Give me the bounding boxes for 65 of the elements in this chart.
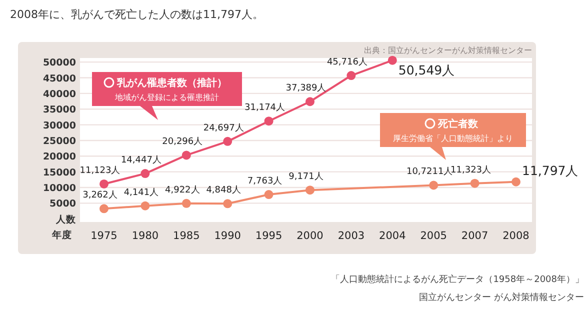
x-axis-title: 年度 xyxy=(51,229,72,241)
data-label: 31,174人 xyxy=(244,102,286,114)
point xyxy=(264,190,274,200)
point xyxy=(470,178,480,188)
data-label: 7,763人 xyxy=(247,176,282,187)
data-label: 4,848人 xyxy=(206,184,241,196)
data-label: 4,141人 xyxy=(124,186,159,198)
x-tick-label: 1995 xyxy=(255,230,282,242)
point xyxy=(182,150,191,160)
data-label: 20,296人 xyxy=(162,136,203,148)
point xyxy=(100,179,108,188)
y-tick-label: 35000 xyxy=(42,104,76,116)
point xyxy=(388,56,397,65)
data-label: 14,447人 xyxy=(120,154,162,166)
data-label: 11,797人 xyxy=(522,162,579,178)
y-tick-label: 5000 xyxy=(50,198,76,210)
x-tick-label: 2004 xyxy=(379,230,406,242)
text: 国立がんセンター がん対策情報センター xyxy=(419,292,584,303)
source-note: 出典：国立がんセンターがん対策情報センター xyxy=(364,46,532,55)
x-tick-label: 1980 xyxy=(132,230,159,242)
y-tick-label: 40000 xyxy=(42,88,76,100)
data-label: 10,7211人 xyxy=(406,166,453,178)
legend-label: 乳がん罹患者数（推計） xyxy=(116,77,227,89)
text: 「人口動態統計によるがん死亡データ（1958年～2008年）」 xyxy=(331,274,584,285)
point xyxy=(140,201,150,210)
point xyxy=(429,180,438,190)
annotation: 厚生労働省「人口動態統計」より xyxy=(393,134,513,143)
point xyxy=(140,169,150,178)
y-tick-label: 人数 xyxy=(55,213,77,226)
point xyxy=(264,116,274,126)
data-label: 3,262人 xyxy=(82,190,118,201)
point xyxy=(306,186,314,195)
data-label: 37,389人 xyxy=(286,82,326,94)
data-label: 11,323人 xyxy=(450,164,492,176)
point xyxy=(223,136,232,146)
data-label: 4,922人 xyxy=(165,184,200,196)
point xyxy=(223,199,232,208)
y-tick-label: 30000 xyxy=(42,120,76,132)
data-label: 24,697人 xyxy=(203,122,244,134)
y-tick-label: 15000 xyxy=(42,167,76,178)
x-tick-label: 1975 xyxy=(90,230,118,242)
point xyxy=(100,204,108,214)
x-tick-label: 2003 xyxy=(338,230,365,242)
data-label: 9,171人 xyxy=(288,171,324,182)
x-tick-label: 1990 xyxy=(214,230,241,242)
point xyxy=(182,198,191,208)
x-tick-label: 1985 xyxy=(173,230,200,242)
legend-label: 死亡者数 xyxy=(437,118,479,130)
annotation: 地域がん登録による罹患推計 xyxy=(114,93,219,102)
y-tick-label: 45000 xyxy=(42,73,76,84)
y-tick-label: 50000 xyxy=(42,58,76,69)
point xyxy=(346,71,356,80)
x-tick-label: 2007 xyxy=(461,230,488,242)
y-tick-label: 10000 xyxy=(42,183,76,194)
y-tick-label: 25000 xyxy=(42,136,76,147)
x-tick-label: 2008 xyxy=(502,230,530,242)
x-tick-label: 2000 xyxy=(296,230,324,242)
data-label: 45,716人 xyxy=(326,56,368,68)
point xyxy=(512,177,520,186)
data-label: 50,549人 xyxy=(398,62,456,78)
chart-title: 2008年に、乳がんで死亡した人の数は11,797人。 xyxy=(10,8,264,21)
data-label: 11,123人 xyxy=(80,164,120,176)
point xyxy=(306,97,314,106)
y-tick-label: 20000 xyxy=(42,152,76,163)
x-tick-label: 2005 xyxy=(420,230,447,242)
